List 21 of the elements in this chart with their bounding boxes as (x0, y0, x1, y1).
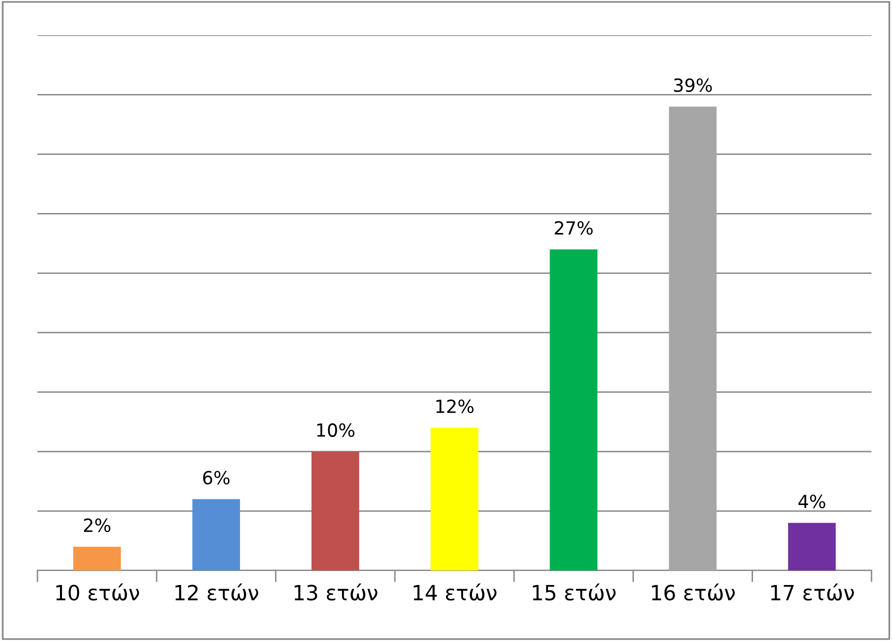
data-label: 6% (203, 470, 230, 485)
bar (430, 428, 478, 570)
data-label: 39% (674, 78, 712, 92)
x-tick-label: 10 ετών (56, 584, 140, 601)
x-tick-label: 13 ετών (294, 584, 378, 601)
bar (312, 452, 360, 570)
data-label: 12% (436, 399, 474, 414)
x-tick-label: 14 ετών (414, 584, 497, 601)
data-label: 27% (554, 221, 593, 235)
bar (668, 106, 717, 570)
x-tick-label: 12 ετών (175, 584, 258, 601)
data-label: 10% (317, 423, 354, 437)
bar (788, 522, 836, 570)
x-tick-label: 15 ετών (532, 584, 616, 601)
bar (73, 546, 121, 570)
bar (550, 249, 598, 570)
data-label: 4% (798, 494, 826, 508)
x-tick-label: 17 ετών (771, 584, 854, 601)
x-tick-label: 16 ετών (652, 584, 735, 601)
bar (192, 499, 240, 570)
data-label: 2% (84, 518, 110, 532)
